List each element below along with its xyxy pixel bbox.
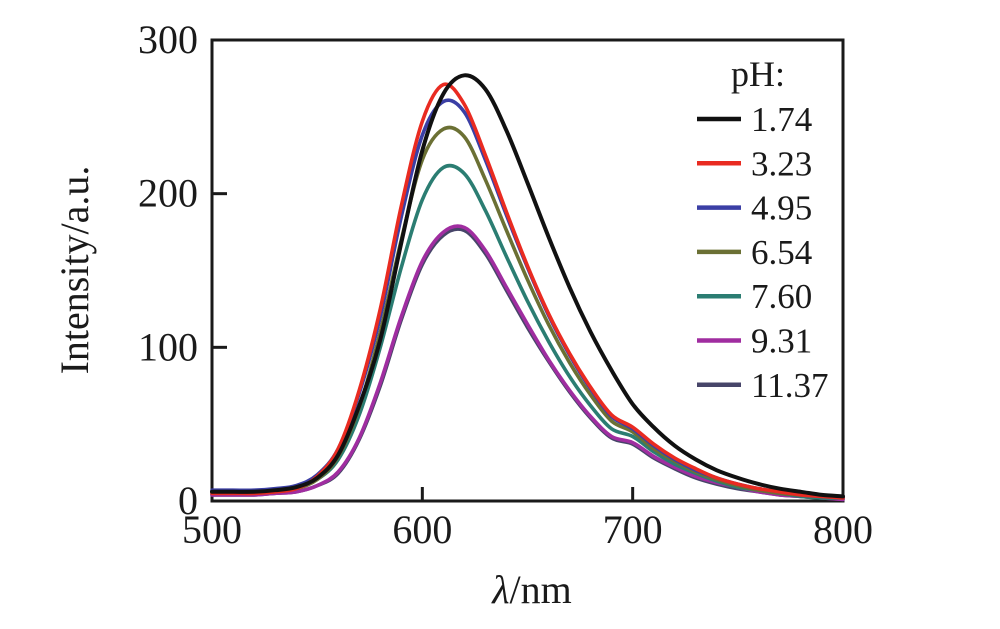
legend: pH: 1.74 3.23 4.95 6.54 7.60 9.31 11.37 xyxy=(697,54,828,405)
axis-ticks xyxy=(212,192,635,501)
y-axis-label: Intensity/a.u. xyxy=(52,166,97,375)
curve-pH-1.74 xyxy=(210,73,845,499)
legend-label: 11.37 xyxy=(751,366,828,405)
spectra-curves xyxy=(210,73,845,502)
legend-item-pH-3.23: 3.23 xyxy=(697,144,812,183)
legend-item-pH-4.95: 4.95 xyxy=(697,189,812,228)
axis-tick-labels: 500 600 700 800 0 100 200 300 xyxy=(138,17,873,552)
legend-label: 4.95 xyxy=(751,189,812,228)
y-tick-label: 100 xyxy=(138,324,198,369)
y-tick-label: 0 xyxy=(178,478,198,523)
x-tick-label: 700 xyxy=(603,507,663,552)
legend-item-pH-11.37: 11.37 xyxy=(697,366,828,405)
legend-label: 1.74 xyxy=(751,100,812,139)
legend-label: 6.54 xyxy=(751,233,812,272)
x-tick-label: 500 xyxy=(182,507,242,552)
x-axis-label: λ/nm xyxy=(491,567,572,612)
legend-item-pH-9.31: 9.31 xyxy=(697,322,812,361)
legend-label: 7.60 xyxy=(751,277,812,316)
legend-item-pH-7.60: 7.60 xyxy=(697,277,812,316)
curve-pH-3.23 xyxy=(210,82,845,500)
legend-label: 3.23 xyxy=(751,144,812,183)
x-tick-label: 800 xyxy=(813,507,873,552)
legend-label: 9.31 xyxy=(751,322,812,361)
curve-pH-7.60 xyxy=(210,163,845,500)
plot-frame xyxy=(210,38,845,503)
legend-item-pH-1.74: 1.74 xyxy=(697,100,812,139)
x-tick-label: 600 xyxy=(392,507,452,552)
y-tick-label: 300 xyxy=(138,17,198,62)
y-tick-label: 200 xyxy=(138,171,198,216)
legend-title: pH: xyxy=(731,54,785,94)
legend-item-pH-6.54: 6.54 xyxy=(697,233,812,272)
